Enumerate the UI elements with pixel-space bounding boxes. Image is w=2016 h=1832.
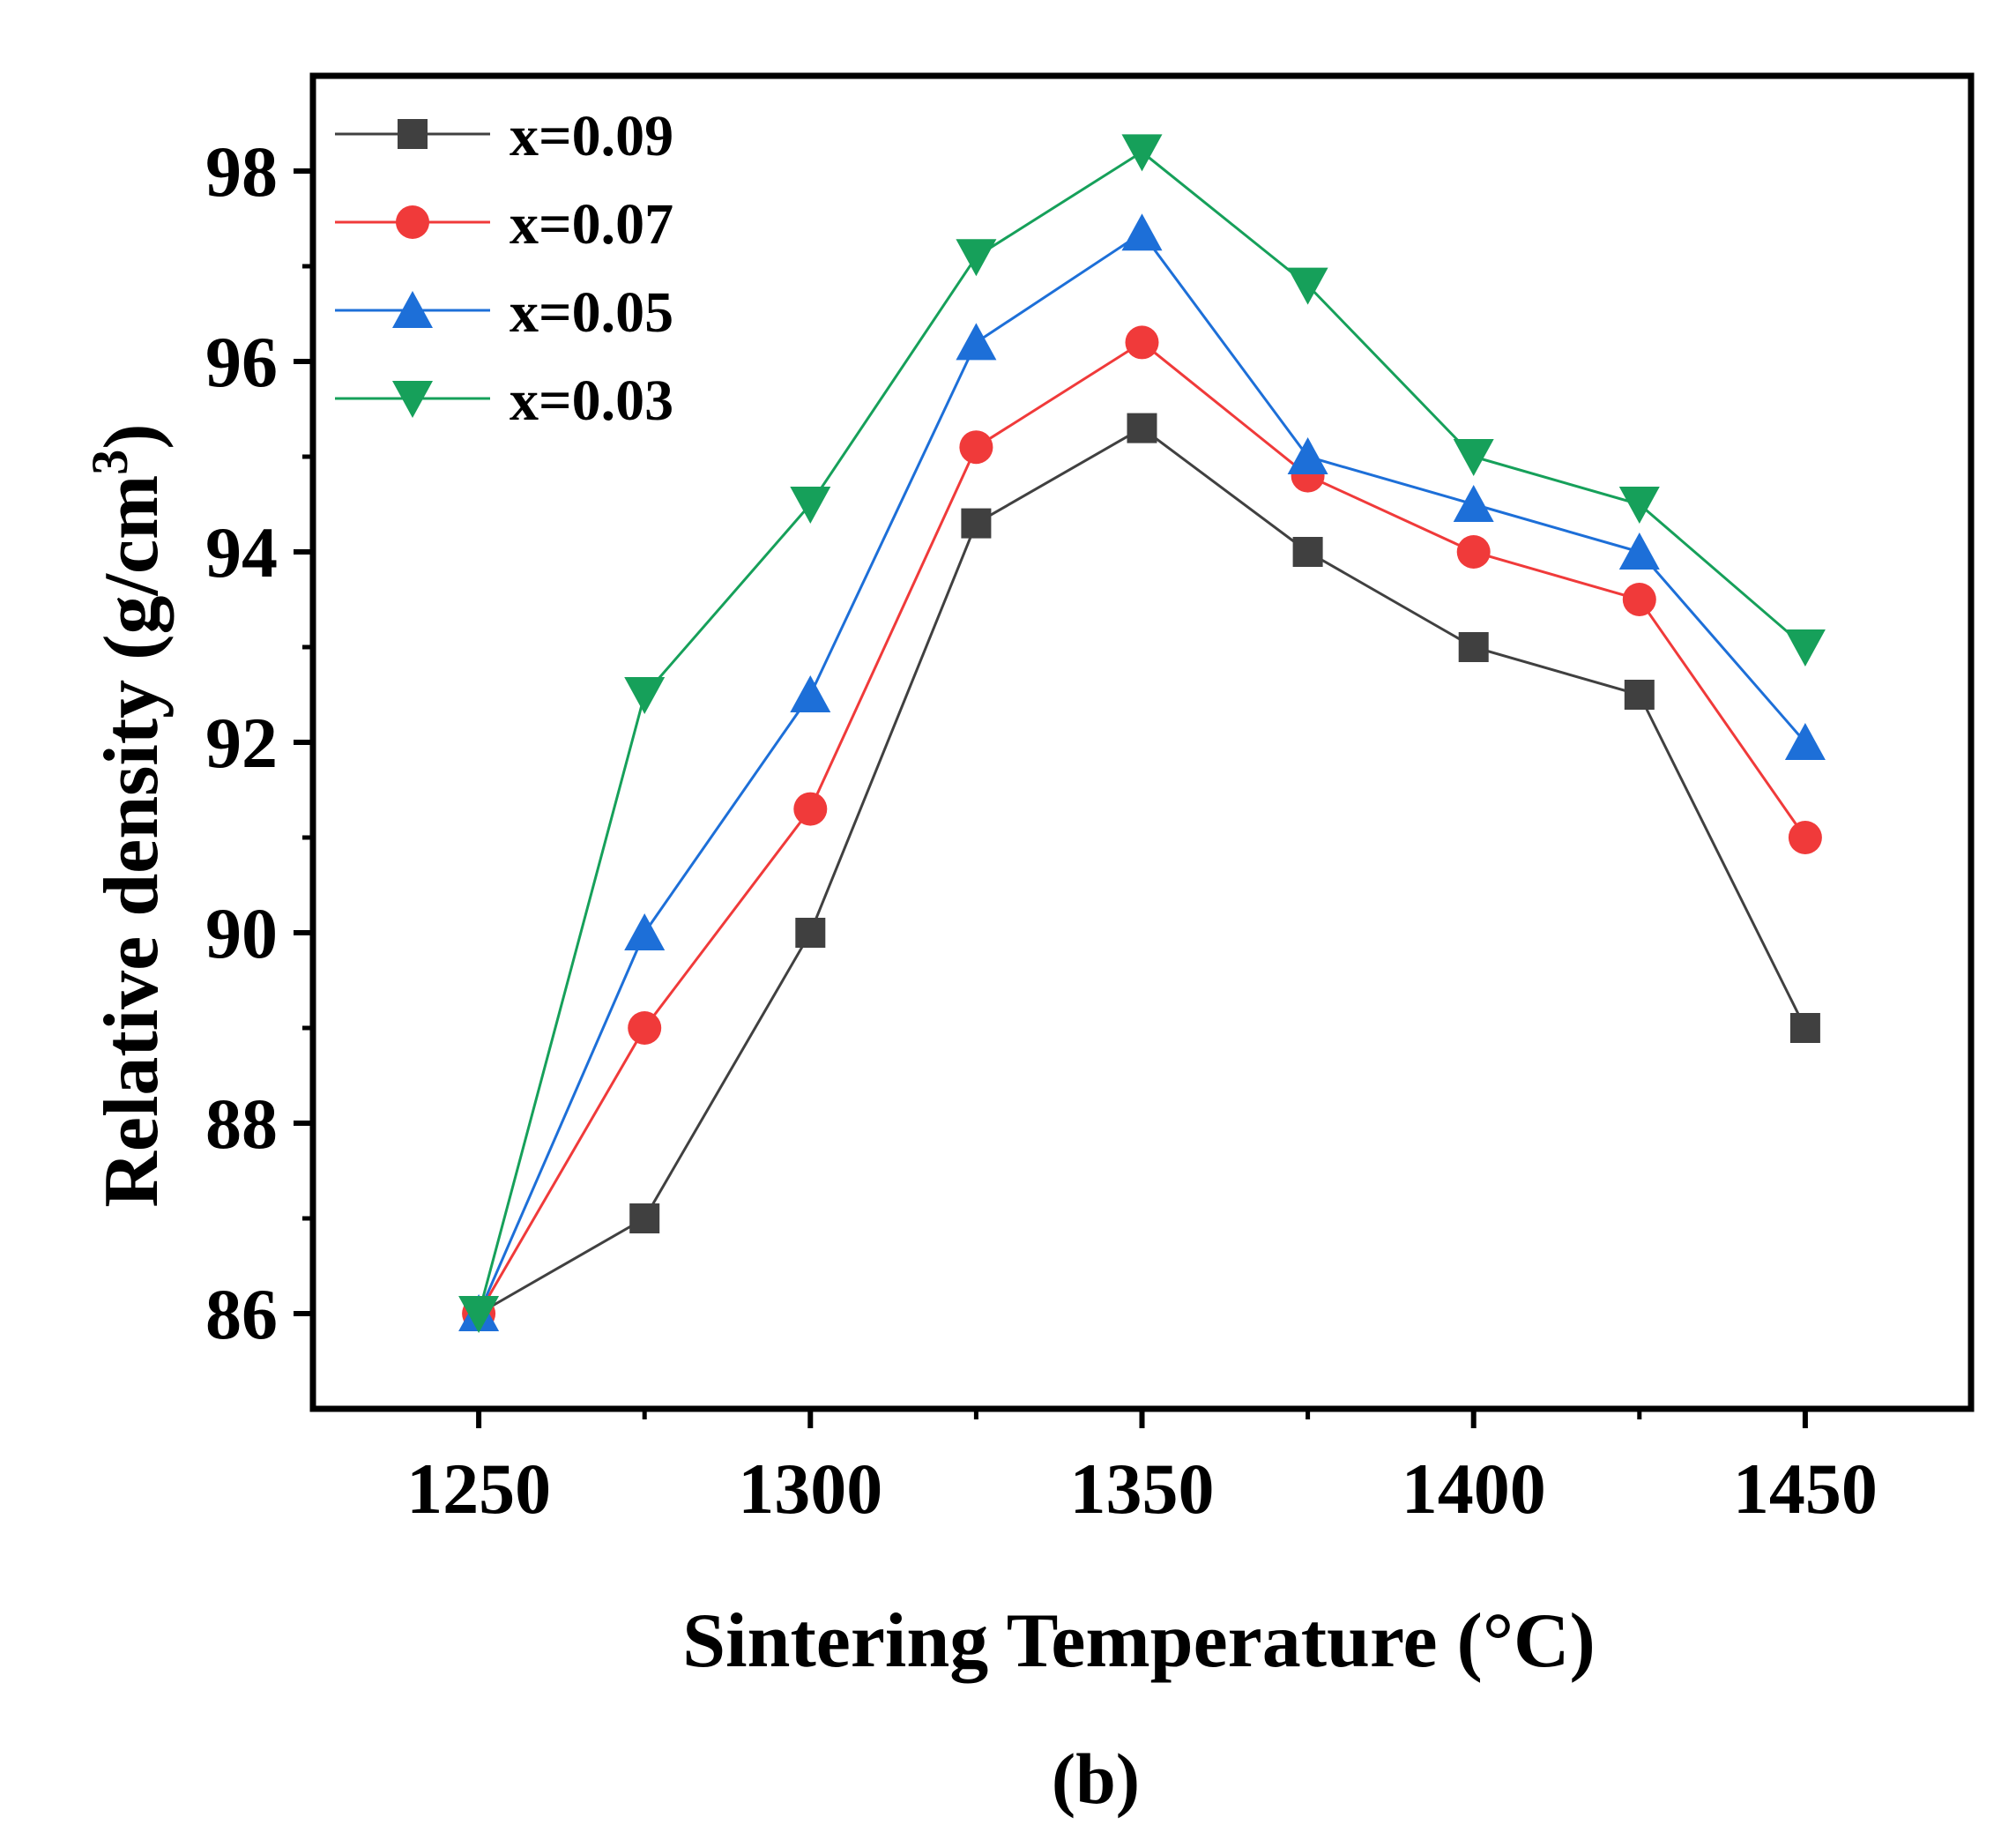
series-group <box>458 134 1826 1333</box>
data-point <box>629 1203 660 1233</box>
y-axis-title-close: ) <box>89 423 175 449</box>
data-point <box>1121 213 1163 251</box>
series-line <box>478 426 1807 1315</box>
legend-entry: x=0.05 <box>335 280 673 345</box>
legend-marker <box>392 291 433 328</box>
y-axis-title-superscript: 3 <box>81 450 138 475</box>
data-point <box>790 487 831 524</box>
y-axis-title: Relative density (g/cm3) <box>81 423 175 1207</box>
series-line <box>477 340 1807 1314</box>
y-tick-label: 92 <box>205 703 278 783</box>
data-point <box>1127 413 1157 443</box>
y-tick-label: 86 <box>205 1274 278 1354</box>
x-tick-label: 1350 <box>1070 1448 1215 1529</box>
x-tick-label: 1450 <box>1733 1448 1878 1529</box>
y-tick-label: 94 <box>205 512 278 592</box>
legend-label: x=0.07 <box>510 192 673 257</box>
series-x=0.07 <box>462 325 1822 1330</box>
data-point <box>1125 325 1159 360</box>
x-tick-label: 1300 <box>738 1448 882 1529</box>
data-point <box>458 1296 500 1333</box>
plot-frame <box>309 72 1975 1412</box>
data-point <box>1618 487 1660 524</box>
legend-entry: x=0.07 <box>335 192 673 257</box>
data-point <box>1453 439 1494 476</box>
data-point <box>1788 821 1822 854</box>
legend-entry: x=0.03 <box>335 369 673 433</box>
data-point <box>1622 583 1656 616</box>
axes-group: 86 88 90 92 94 96 98 1250 1300 1350 1400 1450 <box>205 72 1975 1529</box>
data-point <box>624 677 666 714</box>
legend-marker <box>398 119 428 149</box>
data-point <box>1456 535 1491 569</box>
data-point <box>1784 723 1826 760</box>
y-tick-label: 98 <box>205 131 278 212</box>
x-tick-label: 1400 <box>1402 1448 1546 1529</box>
data-point <box>793 792 828 826</box>
data-point <box>1784 629 1826 667</box>
data-point <box>1453 485 1494 522</box>
data-point <box>961 508 992 539</box>
x-tick-label: 1250 <box>406 1448 551 1529</box>
data-point <box>790 675 831 712</box>
data-point <box>1121 134 1163 172</box>
data-point <box>959 430 993 465</box>
legend-label: x=0.05 <box>510 280 673 345</box>
data-point <box>1624 680 1655 710</box>
legend-label: x=0.09 <box>510 104 673 168</box>
data-point <box>956 239 997 277</box>
legend-marker <box>392 381 433 418</box>
data-point <box>628 1011 662 1045</box>
legend-marker <box>396 205 429 239</box>
data-point <box>1287 437 1328 474</box>
data-point <box>795 918 826 948</box>
data-point <box>1287 267 1328 305</box>
legend: x=0.09 x=0.07 x=0.05 x=0.03 <box>335 104 673 433</box>
legend-label: x=0.03 <box>510 369 673 433</box>
x-axis-title: Sintering Temperature (°C) <box>682 1598 1596 1684</box>
series-line <box>477 231 1807 1314</box>
data-point <box>1789 1013 1820 1043</box>
y-axis-title-main: Relative density (g/cm <box>89 475 175 1208</box>
y-tick-label: 88 <box>205 1084 278 1164</box>
y-tick-label: 90 <box>205 893 278 973</box>
series-x=0.09 <box>464 413 1820 1329</box>
data-point <box>624 913 666 950</box>
data-point <box>1292 537 1323 567</box>
data-point <box>1618 532 1660 570</box>
legend-entry: x=0.09 <box>335 104 673 168</box>
data-point <box>1458 632 1489 662</box>
y-tick-label: 96 <box>205 322 278 402</box>
series-x=0.03 <box>458 134 1826 1333</box>
data-point <box>956 323 997 361</box>
figure-caption: (b) <box>1052 1739 1140 1819</box>
